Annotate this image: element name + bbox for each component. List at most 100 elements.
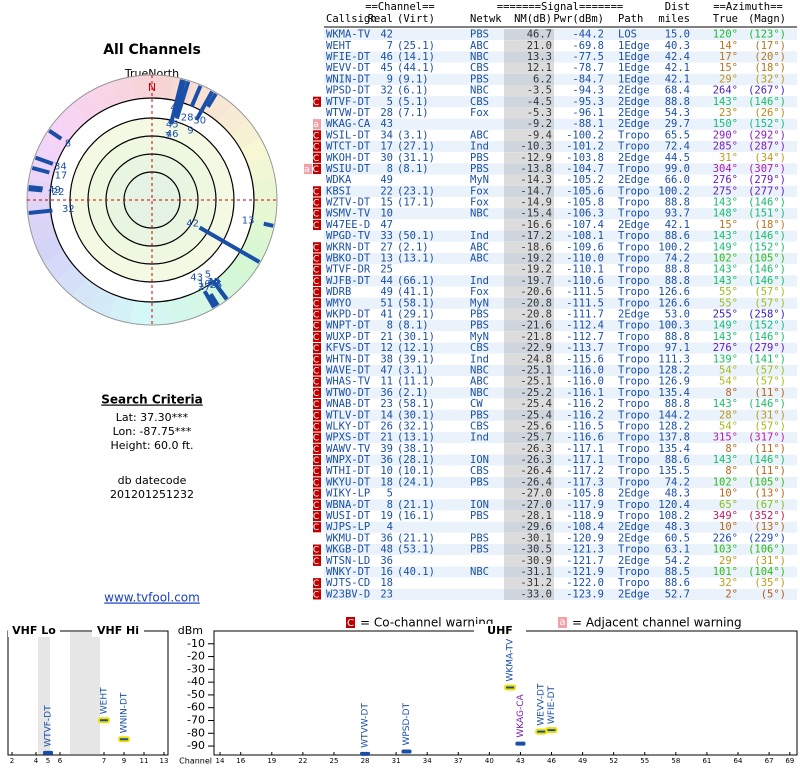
- table-cell: (11°): [754, 387, 786, 399]
- nm-cell-bg: [504, 40, 554, 52]
- warning-box: [313, 152, 321, 163]
- table-cell: (277°): [748, 185, 786, 197]
- table-cell: 12: [380, 342, 393, 354]
- row-bg: [324, 129, 797, 141]
- lon: Lon: -87.75***: [113, 425, 192, 438]
- signal-bar: [515, 741, 526, 746]
- table-cell: -116.6: [566, 432, 604, 444]
- table-cell: 28: [380, 107, 393, 119]
- station-bar: [31, 165, 50, 175]
- table-cell: (267°): [748, 85, 786, 97]
- table-cell: 22: [380, 185, 393, 197]
- table-cell: WKPD-DT: [326, 309, 371, 321]
- table-cell: Tropo: [618, 465, 650, 477]
- table-cell: WBNA-DT: [326, 499, 371, 511]
- nm-cell-bg: [504, 51, 554, 63]
- row-bg: [324, 230, 797, 242]
- table-cell: 36: [380, 454, 393, 466]
- table-cell: 13.3: [527, 51, 552, 63]
- table-cell: Tropo: [618, 420, 650, 432]
- row-bg: [324, 555, 797, 567]
- table-cell: LOS: [618, 29, 637, 41]
- warning-box: [313, 242, 321, 253]
- table-cell: Tropo: [618, 208, 650, 220]
- table-cell: ABC: [470, 40, 489, 52]
- nm-cell-bg: [504, 488, 554, 500]
- table-cell: -33.0: [520, 588, 552, 600]
- table-cell: -69.8: [572, 40, 604, 52]
- table-cell: 7: [387, 40, 393, 52]
- warning-icon: a: [313, 120, 322, 130]
- table-cell: WTVF-DT: [326, 96, 371, 108]
- warning-box: [313, 421, 321, 432]
- table-cell: WAVE-DT: [326, 364, 371, 376]
- table-cell: 12.1: [527, 62, 552, 74]
- table-cell: (30.1): [397, 331, 435, 343]
- row-bg: [324, 196, 797, 209]
- signal-callsign: WEVV-DT: [537, 683, 547, 726]
- table-cell: 275°: [713, 185, 738, 197]
- nm-cell-bg: [504, 152, 554, 164]
- table-cell: WKOH-DT: [326, 152, 371, 164]
- table-cell: 54.2: [665, 555, 690, 567]
- table-cell: (105°): [748, 253, 786, 265]
- table-cell: WBKO-DT: [326, 253, 371, 265]
- table-cell: (141°): [748, 353, 786, 365]
- row-bg: [324, 376, 797, 388]
- table-cell: 8: [387, 499, 393, 511]
- table-cell: Tropo: [618, 141, 650, 153]
- row-bg: [324, 275, 797, 287]
- table-cell: (151°): [748, 208, 786, 220]
- column-header: miles: [658, 13, 690, 25]
- column-header: Callsign: [326, 13, 377, 25]
- row-bg: [324, 308, 797, 321]
- warning-box: [313, 141, 321, 152]
- row-bg: [324, 499, 797, 511]
- row-bg: [324, 532, 797, 545]
- nm-cell-bg: [504, 398, 554, 410]
- warning-box: [313, 342, 321, 354]
- nm-cell-bg: [504, 297, 554, 309]
- table-cell: (44.1): [397, 62, 435, 74]
- nm-cell-bg: [504, 387, 554, 399]
- table-cell: 47: [380, 364, 393, 376]
- table-cell: -105.2: [566, 174, 604, 186]
- table-cell: NBC: [470, 364, 489, 376]
- table-cell: Ind: [470, 353, 489, 365]
- warning-box: [313, 208, 321, 219]
- table-cell: Tropo: [618, 163, 650, 175]
- table-cell: (29.1): [397, 309, 435, 321]
- table-cell: Ind: [470, 141, 489, 153]
- row-bg: [324, 476, 797, 489]
- table-cell: -112.7: [566, 331, 604, 343]
- x-axis-label: Channel: [179, 757, 212, 766]
- table-cell: -25.4: [520, 409, 552, 421]
- table-cell: 143°: [713, 230, 738, 242]
- station-channel: 45: [166, 120, 179, 131]
- table-cell: (21.1): [397, 499, 435, 511]
- nm-cell-bg: [504, 588, 554, 600]
- table-cell: -115.6: [566, 353, 604, 365]
- warning-box: [313, 398, 321, 410]
- x-tick-label: 22: [298, 757, 307, 765]
- table-cell: 2Edge: [618, 152, 650, 164]
- table-cell: -116.0: [566, 376, 604, 388]
- table-cell: (146°): [748, 398, 786, 410]
- nm-cell-bg: [504, 96, 554, 108]
- nm-cell-bg: [504, 443, 554, 455]
- y-tick-label: -30: [187, 662, 205, 675]
- row-bg: [324, 107, 797, 119]
- station-channel: 42: [186, 218, 199, 229]
- row-bg: [324, 264, 797, 276]
- nm-cell-bg: [504, 544, 554, 556]
- site-link[interactable]: www.tvfool.com: [104, 591, 200, 605]
- table-cell: -31.2: [520, 577, 552, 589]
- station-bar: [219, 290, 229, 301]
- table-cell: -110.6: [566, 275, 604, 287]
- table-cell: -106.3: [566, 208, 604, 220]
- table-cell: 135.4: [658, 387, 690, 399]
- table-cell: 14: [380, 409, 393, 421]
- table-cell: WUXP-DT: [326, 331, 371, 343]
- table-cell: (146°): [748, 275, 786, 287]
- row-bg: [324, 420, 797, 433]
